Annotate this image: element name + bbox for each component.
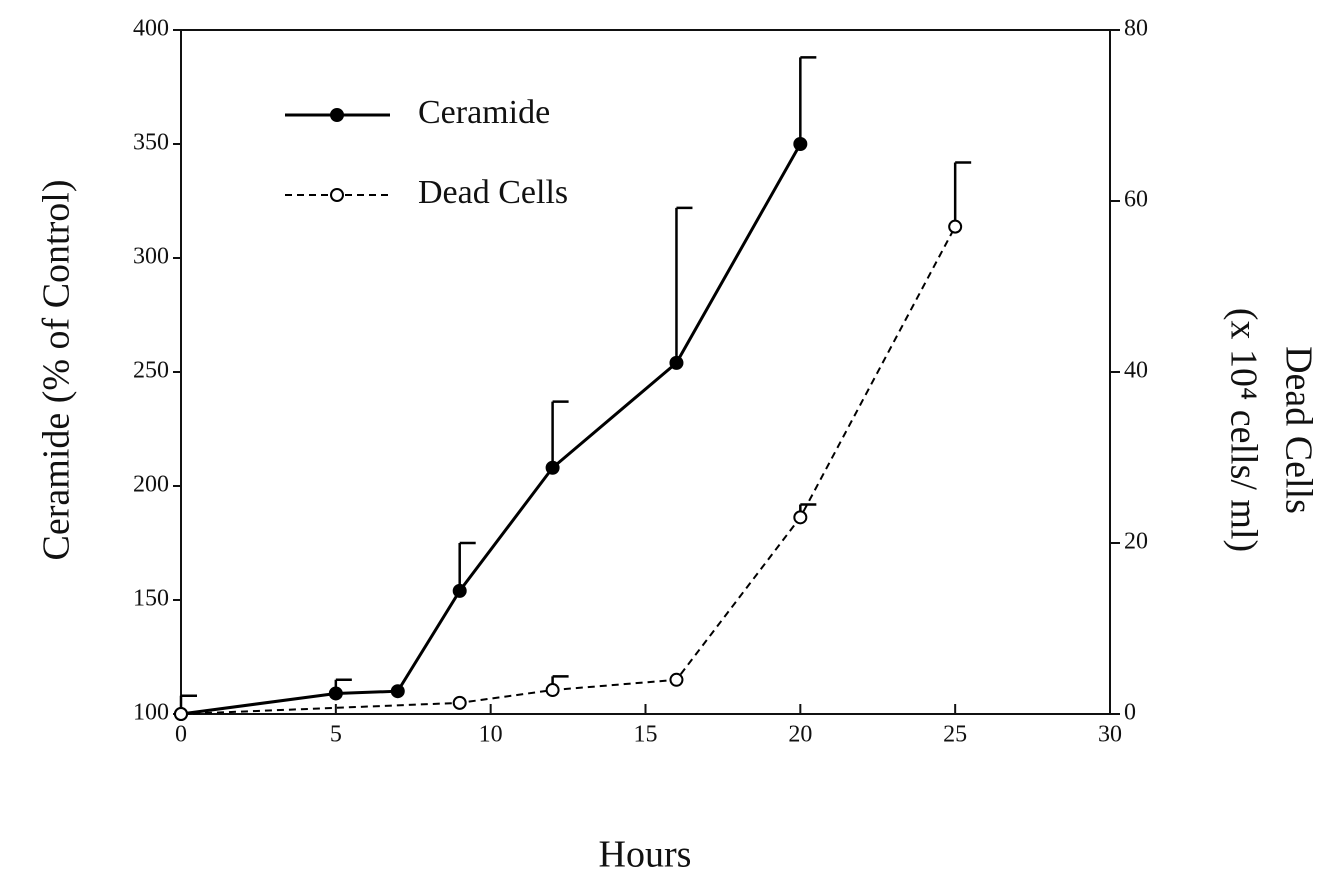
y-tick-label: 300 bbox=[133, 244, 169, 270]
x-tick-label: 20 bbox=[788, 722, 812, 748]
x-tick-label: 25 bbox=[943, 722, 967, 748]
y2-tick-label: 80 bbox=[1124, 16, 1148, 42]
data-point bbox=[545, 460, 560, 475]
plot-frame bbox=[180, 29, 1111, 715]
data-point bbox=[328, 686, 343, 701]
x-tick-label: 5 bbox=[330, 722, 342, 748]
y-tick-label: 100 bbox=[133, 700, 169, 726]
y2-axis-label: (x 10⁴ cells/ ml) bbox=[1222, 308, 1264, 552]
data-point bbox=[174, 707, 188, 721]
series-line bbox=[180, 226, 957, 715]
x-tick-label: 15 bbox=[634, 722, 658, 748]
x-axis-label: Hours bbox=[599, 834, 692, 876]
data-point bbox=[669, 355, 684, 370]
legend-marker bbox=[330, 188, 344, 202]
error-bar bbox=[675, 206, 693, 363]
data-point bbox=[793, 510, 808, 525]
y2-tick-label: 0 bbox=[1124, 700, 1136, 726]
data-point bbox=[452, 583, 467, 598]
y2-axis-label: Dead Cells bbox=[1277, 346, 1319, 514]
error-bar bbox=[799, 56, 817, 144]
data-point bbox=[948, 219, 963, 234]
legend-label: Ceramide bbox=[418, 94, 550, 131]
y-tick-label: 150 bbox=[133, 586, 169, 612]
y-tick-label: 400 bbox=[133, 16, 169, 42]
y2-tick-label: 40 bbox=[1124, 358, 1148, 384]
data-point bbox=[793, 137, 808, 151]
y2-tick-label: 20 bbox=[1124, 529, 1148, 555]
error-bar bbox=[953, 161, 972, 227]
x-tick-label: 30 bbox=[1098, 722, 1122, 748]
data-point bbox=[545, 683, 560, 698]
y-tick-label: 200 bbox=[133, 472, 169, 498]
x-tick-label: 0 bbox=[175, 722, 187, 748]
data-point bbox=[390, 684, 405, 699]
series-line bbox=[180, 143, 802, 716]
error-bar bbox=[551, 400, 569, 468]
y-tick-label: 350 bbox=[133, 130, 169, 156]
y-tick-label: 250 bbox=[133, 358, 169, 384]
y-axis-label: Ceramide (% of Control) bbox=[36, 180, 78, 561]
data-point bbox=[669, 672, 684, 687]
y2-tick-label: 60 bbox=[1124, 187, 1148, 213]
legend-label: Dead Cells bbox=[418, 174, 568, 211]
legend-marker bbox=[330, 108, 344, 122]
error-bar bbox=[458, 541, 476, 591]
data-point bbox=[452, 695, 467, 710]
x-tick-label: 10 bbox=[479, 722, 503, 748]
